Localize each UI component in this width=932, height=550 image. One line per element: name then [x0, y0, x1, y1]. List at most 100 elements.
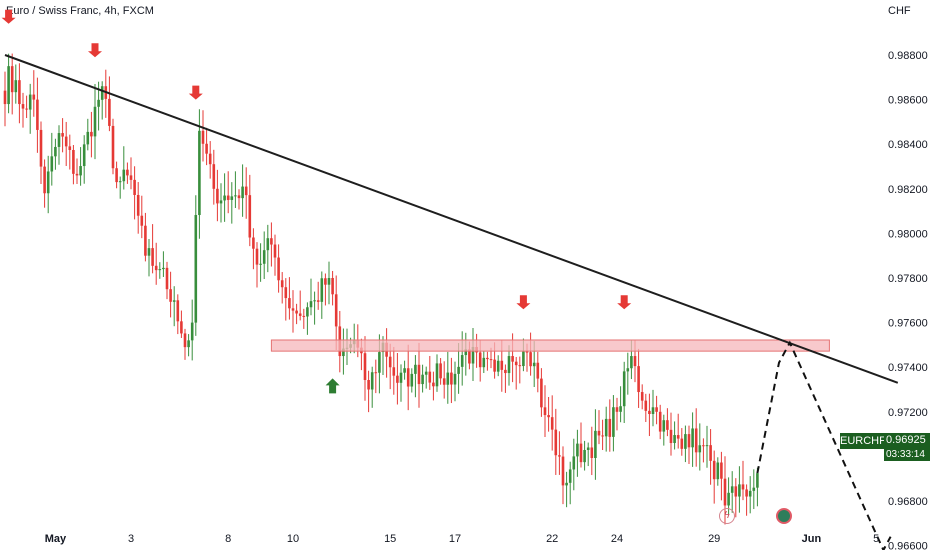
- candle: [399, 364, 403, 402]
- candle: [496, 355, 500, 377]
- candle: [417, 342, 421, 408]
- candle-body: [90, 131, 93, 137]
- candle: [450, 357, 453, 404]
- candle: [252, 228, 255, 270]
- candle-body: [64, 136, 68, 147]
- candle: [86, 118, 90, 151]
- candle-body: [460, 355, 464, 367]
- candle-body: [255, 248, 259, 265]
- candle: [93, 83, 97, 160]
- time-tick-label: 22: [546, 533, 558, 545]
- candle: [745, 484, 748, 516]
- candle: [421, 364, 424, 393]
- earnings-dot-icon[interactable]: [776, 508, 792, 524]
- candle-body: [471, 346, 475, 364]
- candle: [385, 328, 388, 378]
- candle-body: [68, 146, 72, 150]
- candle: [640, 384, 644, 410]
- candle: [237, 189, 241, 210]
- candle-body: [75, 173, 79, 176]
- candle-body: [442, 378, 446, 385]
- candle-body: [266, 238, 270, 251]
- candle: [748, 476, 752, 514]
- candle: [270, 222, 273, 267]
- candle: [324, 273, 327, 306]
- candle-body: [529, 352, 532, 367]
- candle: [219, 183, 223, 223]
- candle: [615, 397, 619, 431]
- bar-countdown: 03:33:14: [884, 448, 930, 461]
- price-tick-label: 0.98600: [888, 95, 928, 107]
- candle-body: [388, 356, 392, 368]
- candle-body: [558, 455, 561, 457]
- candle-body: [734, 486, 738, 497]
- candle-body: [327, 278, 331, 285]
- candle: [79, 147, 82, 186]
- candle: [694, 408, 698, 467]
- flash-icon[interactable]: ϟ: [719, 508, 735, 524]
- candle: [183, 328, 187, 360]
- candle: [442, 361, 446, 399]
- candle-body: [511, 356, 514, 362]
- candle: [565, 471, 568, 508]
- candle-body: [133, 179, 136, 195]
- candle-body: [244, 186, 248, 196]
- candle: [691, 412, 694, 467]
- candle-body: [399, 372, 403, 383]
- candle-body: [273, 244, 277, 258]
- candle: [327, 261, 331, 305]
- candle-body: [482, 357, 486, 368]
- time-tick-label: Jun: [802, 533, 822, 545]
- candle-body: [126, 169, 129, 176]
- candle-body: [756, 473, 759, 488]
- candle-body: [597, 430, 601, 436]
- candle-body: [684, 434, 687, 449]
- drawings-layer: [1, 9, 899, 550]
- candle-body: [633, 356, 637, 367]
- candle: [140, 195, 144, 239]
- candle-body: [169, 289, 172, 302]
- candle-body: [234, 195, 237, 197]
- candle: [540, 368, 543, 417]
- candle: [248, 174, 252, 247]
- candle: [334, 275, 338, 351]
- candle-body: [489, 359, 493, 361]
- candle: [230, 182, 234, 224]
- candle-body: [72, 149, 75, 174]
- candle: [165, 261, 169, 300]
- candle: [223, 173, 226, 222]
- candle: [212, 149, 216, 205]
- candle-body: [439, 363, 442, 379]
- candle-body: [187, 340, 190, 348]
- candles-layer: [3, 53, 759, 525]
- candle-body: [741, 484, 745, 490]
- candle: [658, 404, 662, 440]
- candle: [752, 469, 756, 510]
- candle: [226, 171, 230, 214]
- candle-body: [525, 351, 529, 353]
- candle-body: [543, 407, 547, 416]
- candle: [619, 386, 622, 423]
- down-arrow-icon: [188, 85, 203, 100]
- price-tick-label: 0.97200: [888, 407, 928, 419]
- candle-body: [43, 166, 46, 194]
- time-tick-label: May: [45, 533, 67, 545]
- candle-body: [500, 360, 504, 370]
- candle: [702, 438, 705, 463]
- candle-body: [651, 407, 655, 415]
- candle: [604, 406, 608, 452]
- chart-title: Euro / Swiss Franc, 4h, FXCM: [6, 5, 154, 17]
- candle-body: [7, 66, 10, 105]
- candle-body: [450, 372, 453, 385]
- candle-body: [331, 278, 334, 295]
- candle-body: [216, 188, 219, 204]
- candle-body: [54, 146, 57, 157]
- candle: [187, 334, 190, 357]
- candle: [471, 327, 475, 381]
- candle: [295, 303, 298, 325]
- candle: [302, 308, 306, 329]
- candle-body: [392, 367, 396, 376]
- candle: [435, 354, 439, 392]
- candle-body: [637, 366, 640, 393]
